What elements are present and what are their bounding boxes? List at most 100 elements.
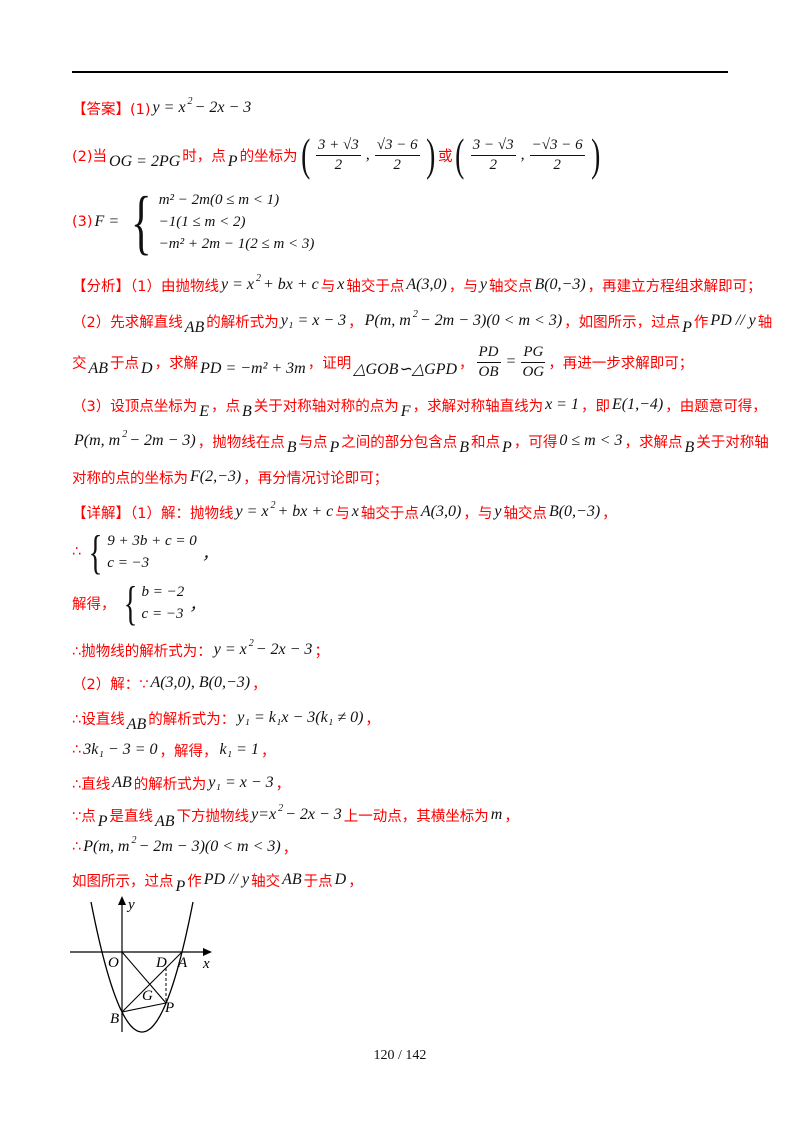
text-segment: 上一动点，其横坐标为 bbox=[343, 808, 489, 825]
math-segment: AB bbox=[155, 813, 175, 830]
text-line: 对称的点的坐标为 F(2,−3) ，再分情况讨论即可； bbox=[72, 462, 388, 492]
text-segment: 如图所示，过点 bbox=[72, 873, 174, 890]
text-segment: ， bbox=[602, 505, 617, 522]
denominator: OG bbox=[522, 363, 545, 380]
math-segment: P(m, m bbox=[74, 432, 121, 449]
equation-system: {b = −2 c = −3 bbox=[119, 576, 184, 631]
math-segment: ， bbox=[189, 597, 206, 614]
text-segment: ， bbox=[252, 676, 267, 693]
text-segment: 轴交点 bbox=[488, 278, 533, 295]
math-segment: F bbox=[400, 403, 411, 420]
text-segment: 【分析】（1）由抛物线 bbox=[72, 278, 219, 295]
label-g: G bbox=[142, 988, 153, 1004]
text-segment: 作 bbox=[693, 314, 709, 331]
text-segment: 【详解】（1）解：抛物线 bbox=[72, 505, 234, 522]
text-segment: ，如图所示，过点 bbox=[564, 314, 681, 331]
equation-row: c = −3 bbox=[107, 555, 150, 571]
text-segment: ，抛物线在点 bbox=[197, 434, 285, 451]
math-segment: y = x bbox=[235, 503, 269, 520]
math-segment: y₁ = x − 3 bbox=[208, 774, 274, 791]
math-segment: E bbox=[199, 403, 210, 420]
fraction: PG OG bbox=[521, 343, 546, 382]
text-segment: ， bbox=[459, 355, 474, 372]
math-segment: y bbox=[479, 276, 487, 293]
math-segment: E(1,−4) bbox=[611, 396, 664, 413]
text-segment: ，由题意可得， bbox=[665, 398, 767, 415]
text-segment: ∵点 bbox=[72, 808, 96, 825]
text-segment: ， bbox=[275, 776, 291, 793]
numerator: −√3 − 6 bbox=[529, 136, 585, 156]
math-segment: , bbox=[365, 146, 370, 163]
text-segment: ， bbox=[348, 314, 363, 331]
brace-icon: { bbox=[88, 525, 103, 579]
math-segment: AB bbox=[112, 774, 132, 791]
fraction: PD OB bbox=[476, 343, 501, 382]
header-rule bbox=[72, 71, 728, 73]
math-segment: 2 bbox=[270, 499, 276, 511]
label-p: P bbox=[164, 1000, 174, 1016]
math-segment: − 2m − 3) bbox=[129, 432, 196, 449]
text-segment: ∴ bbox=[72, 839, 82, 855]
math-segment: x bbox=[351, 503, 359, 520]
text-segment: 对称的点的坐标为 bbox=[72, 470, 188, 487]
math-segment: 0 ≤ m < 3 bbox=[559, 432, 623, 449]
text-segment: ，求解对称轴直线为 bbox=[412, 398, 544, 415]
text-line: ∴ 3k₁ − 3 = 0 ，解得， k₁ = 1， bbox=[72, 735, 275, 765]
text-segment: ，再进一步求解即可； bbox=[548, 355, 694, 372]
math-segment: AB bbox=[88, 360, 109, 377]
y-axis-arrow-icon bbox=[118, 896, 126, 905]
text-segment: 时，点 bbox=[182, 148, 226, 165]
text-segment: 之间的部分包含点 bbox=[341, 434, 458, 451]
math-segment: y bbox=[494, 503, 502, 520]
text-segment: 下方抛物线 bbox=[176, 808, 250, 825]
math-segment: 2 bbox=[248, 637, 254, 649]
paren: ) bbox=[590, 129, 600, 180]
text-segment: ，证明 bbox=[307, 355, 352, 372]
math-segment: △GOB∽△GPD bbox=[353, 361, 458, 378]
text-segment: ，再分情况讨论即可； bbox=[243, 470, 389, 487]
denominator: 2 bbox=[489, 156, 497, 173]
text-segment: 解得， bbox=[72, 596, 116, 613]
brace-icon: { bbox=[131, 181, 152, 262]
text-segment: 和点 bbox=[471, 434, 501, 451]
math-segment: PD = −m² + 3m bbox=[200, 360, 306, 377]
equation-row: m² − 2m(0 ≤ m < 1) bbox=[158, 192, 280, 208]
text-segment: 轴交于点 bbox=[360, 505, 419, 522]
brace-icon: { bbox=[123, 576, 137, 630]
math-segment: 2 bbox=[412, 308, 418, 320]
equation-system: {9 + 3b + c = 0 c = −3 bbox=[84, 525, 197, 580]
denominator: OB bbox=[478, 363, 499, 380]
math-segment: 2 bbox=[278, 802, 284, 814]
text-segment: ， bbox=[365, 711, 380, 728]
text-segment: ，解得， bbox=[159, 743, 218, 760]
numerator: 3 + √3 bbox=[315, 136, 361, 156]
math-segment: x = 1 bbox=[545, 396, 579, 413]
line-op bbox=[121, 951, 167, 1004]
math-segment: P bbox=[97, 813, 108, 830]
math-segment: 3k₁ − 3 = 0 bbox=[83, 741, 158, 758]
math-segment: P(m, m bbox=[364, 312, 411, 329]
text-segment: 【答案】(1) bbox=[72, 101, 151, 118]
text-segment: 的坐标为 bbox=[239, 148, 298, 165]
denominator: 2 bbox=[553, 156, 561, 173]
label-x: x bbox=[202, 956, 210, 972]
math-segment: P bbox=[502, 439, 512, 456]
numerator: 3 − √3 bbox=[470, 136, 516, 156]
math-segment: B bbox=[242, 403, 252, 420]
numerator: PG bbox=[521, 343, 546, 363]
text-line: ∴设直线 AB 的解析式为： y₁ = k₁x − 3(k₁ ≠ 0)， bbox=[72, 703, 380, 733]
line-ab bbox=[121, 951, 183, 1013]
math-segment: y=x bbox=[251, 806, 277, 823]
math-segment: B bbox=[286, 439, 297, 456]
math-segment: y₁ = k₁x − 3(k₁ ≠ 0) bbox=[237, 709, 364, 726]
text-segment: ∴ bbox=[72, 544, 82, 560]
math-segment: A(3,0) bbox=[420, 503, 462, 520]
label-b: B bbox=[110, 1011, 119, 1027]
text-segment: 或 bbox=[437, 148, 453, 165]
math-segment: , bbox=[520, 146, 525, 163]
